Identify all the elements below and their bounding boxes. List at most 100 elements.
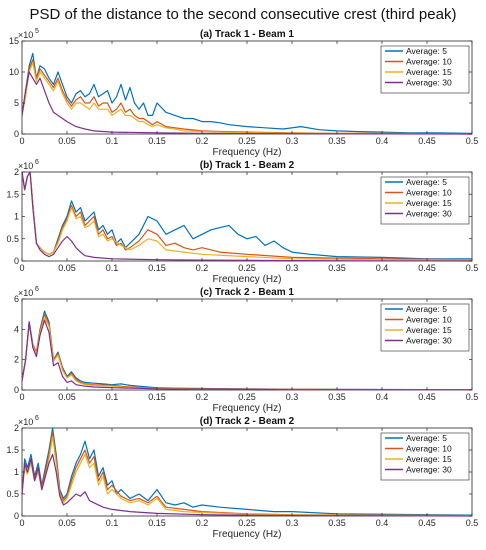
series-line-3 (21, 171, 473, 262)
y-exponent-base: ×10 (18, 288, 33, 298)
y-exponent: 6 (35, 159, 39, 166)
legend-entry-1: Average: 10 (406, 444, 452, 454)
figure-title: PSD of the distance to the second consec… (29, 6, 457, 23)
y-exponent-base: ×10 (18, 417, 33, 427)
y-exponent-base: ×10 (18, 30, 33, 40)
chart-title: (d) Track 2 - Beam 2 (200, 416, 295, 427)
series-line-1 (21, 59, 473, 135)
y-tick-label: 0 (14, 129, 19, 139)
legend-entry-1: Average: 10 (406, 315, 452, 325)
y-tick-label: 0 (14, 256, 19, 266)
x-tick-label: 0.25 (238, 518, 256, 528)
series-line-0 (21, 427, 473, 516)
y-exponent: 5 (35, 28, 39, 35)
x-tick-label: 0.2 (196, 518, 209, 528)
y-tick-label: 1 (14, 467, 19, 477)
legend-entry-3: Average: 30 (406, 78, 452, 88)
y-tick-label: 6 (14, 294, 19, 304)
x-tick-label: 0 (19, 518, 24, 528)
x-tick-label: 0.15 (148, 263, 166, 273)
y-exponent: 6 (35, 415, 39, 422)
y-exponent: 6 (35, 286, 39, 293)
x-tick-label: 0.15 (148, 518, 166, 528)
y-tick-label: 2 (14, 423, 19, 433)
legend-entry-3: Average: 30 (406, 465, 452, 475)
x-tick-label: 0.05 (58, 136, 76, 146)
x-tick-label: 0.1 (106, 263, 119, 273)
x-tick-label: 0.25 (238, 263, 256, 273)
x-tick-label: 0.35 (328, 136, 346, 146)
legend-box (380, 303, 470, 352)
x-tick-label: 0.2 (196, 136, 209, 146)
legend-entry-2: Average: 15 (406, 454, 452, 464)
series-line-3 (21, 319, 473, 391)
x-tick-label: 0.3 (286, 263, 299, 273)
y-tick-label: 4 (14, 324, 19, 334)
chart-title: (c) Track 2 - Beam 1 (200, 287, 294, 298)
y-tick-label: 5 (14, 98, 19, 108)
x-tick-label: 0.3 (286, 392, 299, 402)
x-tick-label: 0.35 (328, 518, 346, 528)
x-tick-label: 0.45 (418, 518, 436, 528)
x-tick-label: 0.25 (238, 392, 256, 402)
y-tick-label: 0 (14, 511, 19, 521)
x-tick-label: 0.25 (238, 136, 256, 146)
x-tick-label: 0.5 (466, 518, 479, 528)
x-tick-label: 0.5 (466, 392, 479, 402)
x-tick-label: 0.5 (466, 136, 479, 146)
x-tick-label: 0.45 (418, 392, 436, 402)
y-tick-label: 15 (9, 36, 19, 46)
x-tick-label: 0.05 (58, 263, 76, 273)
x-tick-label: 0.05 (58, 518, 76, 528)
x-tick-label: 0.35 (328, 392, 346, 402)
series-line-3 (21, 453, 473, 517)
chart-panel-3: 0 0.05 0.1 0.15 0.2 0.25 0.3 0.35 0.4 0.45 0.5 0 0.5… (6, 415, 478, 540)
legend-entry-0: Average: 5 (406, 46, 447, 56)
y-tick-label: 1.5 (6, 445, 19, 455)
legend-box (380, 45, 470, 94)
x-tick-label: 0.1 (106, 518, 119, 528)
x-tick-label: 0.4 (376, 392, 389, 402)
x-tick-label: 0.5 (466, 263, 479, 273)
legend-entry-2: Average: 15 (406, 325, 452, 335)
legend-entry-0: Average: 5 (406, 177, 447, 187)
series-line-3 (21, 71, 473, 135)
x-tick-label: 0.4 (376, 136, 389, 146)
chart-panel-1: 0 0.05 0.1 0.15 0.2 0.25 0.3 0.35 0.4 0.45 0.5 0 0.5… (6, 159, 478, 285)
legend-entry-3: Average: 30 (406, 209, 452, 219)
x-tick-label: 0.05 (58, 392, 76, 402)
legend-entry-2: Average: 15 (406, 198, 452, 208)
x-tick-label: 0.1 (106, 136, 119, 146)
x-tick-label: 0.2 (196, 263, 209, 273)
x-tick-label: 0.1 (106, 392, 119, 402)
y-tick-label: 0 (14, 385, 19, 395)
legend-box (380, 432, 470, 481)
x-axis-label: Frequency (Hz) (213, 403, 282, 414)
series-line-0 (21, 52, 473, 134)
legend-entry-3: Average: 30 (406, 336, 452, 346)
series-line-2 (21, 62, 473, 135)
chart-panel-0: 0 0.05 0.1 0.15 0.2 0.25 0.3 0.35 0.4 0.45 0.5 0 5 10… (9, 28, 478, 158)
y-tick-label: 1 (14, 212, 19, 222)
legend-entry-0: Average: 5 (406, 433, 447, 443)
x-tick-label: 0.15 (148, 392, 166, 402)
series-line-2 (21, 171, 473, 261)
x-tick-label: 0.2 (196, 392, 209, 402)
x-tick-label: 0 (19, 263, 24, 273)
x-tick-label: 0.4 (376, 518, 389, 528)
x-tick-label: 0.4 (376, 263, 389, 273)
chart-panel-2: 0 0.05 0.1 0.15 0.2 0.25 0.3 0.35 0.4 0.45 0.5 0 2 4 6… (14, 286, 478, 414)
legend-entry-0: Average: 5 (406, 304, 447, 314)
chart-title: (a) Track 1 - Beam 1 (200, 29, 294, 40)
y-tick-label: 0.5 (6, 234, 19, 244)
x-tick-label: 0 (19, 392, 24, 402)
x-tick-label: 0.15 (148, 136, 166, 146)
legend-entry-1: Average: 10 (406, 188, 452, 198)
x-tick-label: 0.45 (418, 263, 436, 273)
x-axis-label: Frequency (Hz) (213, 274, 282, 285)
x-tick-label: 0.45 (418, 136, 436, 146)
x-tick-label: 0.3 (286, 518, 299, 528)
y-tick-label: 2 (14, 167, 19, 177)
x-tick-label: 0.35 (328, 263, 346, 273)
